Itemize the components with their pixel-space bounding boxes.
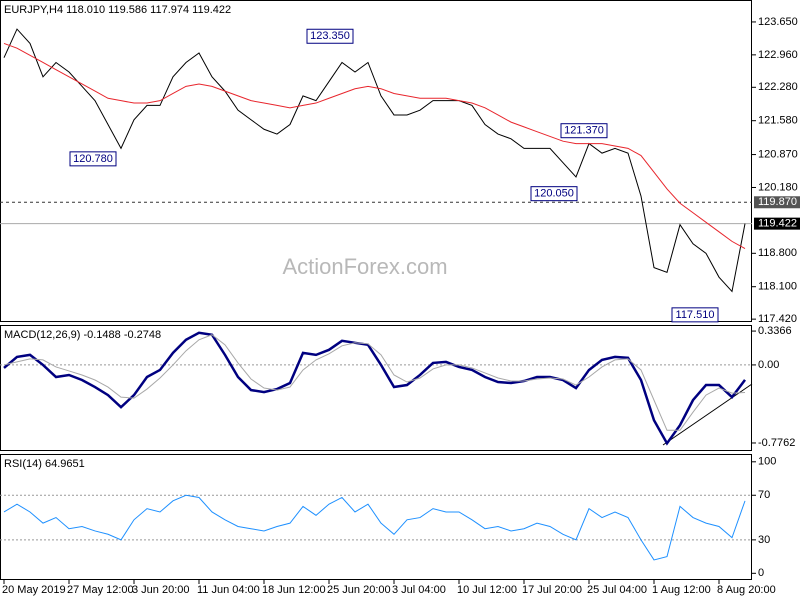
annotation-label: 120.780 — [73, 153, 113, 165]
panel-frame — [0, 454, 752, 580]
annotation-box — [560, 123, 608, 139]
annotation-label: 120.050 — [534, 188, 574, 200]
y-tick-label: 100 — [758, 456, 776, 468]
y-tick-label: 122.960 — [758, 49, 798, 61]
y-tick-label: 120.870 — [758, 148, 798, 160]
price-label: 119.422 — [758, 218, 797, 230]
x-tick-label: 3 Jun 20:00 — [132, 584, 190, 596]
y-tick-label: 0.00 — [758, 359, 779, 371]
x-tick-label: 20 May 2019 — [2, 584, 66, 596]
x-tick-label: 1 Aug 12:00 — [652, 584, 711, 596]
annotation-box — [306, 28, 354, 44]
series-line — [3, 42, 746, 249]
y-tick-label: 123.650 — [758, 16, 798, 28]
x-tick-label: 25 Jul 04:00 — [587, 584, 647, 596]
panel-frame — [0, 325, 752, 451]
annotation-box — [671, 307, 719, 323]
x-tick-label: 3 Jul 04:00 — [392, 584, 446, 596]
series-line — [3, 494, 746, 561]
series-line — [3, 28, 746, 293]
panel-title: RSI(14) 64.9651 — [4, 458, 85, 470]
annotation-label: 123.350 — [310, 30, 350, 42]
y-tick-label: 117.420 — [758, 313, 797, 325]
x-tick-label: 18 Jun 12:00 — [262, 584, 326, 596]
series-line — [3, 334, 746, 431]
y-tick-label: 0.3366 — [758, 325, 792, 337]
x-tick-label: 27 May 12:00 — [67, 584, 134, 596]
y-tick-label: 118.800 — [758, 247, 797, 259]
x-tick-label: 11 Jun 04:00 — [197, 584, 260, 596]
series-line — [3, 331, 746, 446]
y-tick-label: -0.7762 — [758, 437, 795, 449]
trend-line — [662, 383, 753, 446]
panel-title: EURJPY,H4 118.010 119.586 117.974 119.42… — [4, 4, 231, 16]
y-tick-label: 122.280 — [758, 81, 798, 93]
price-label: 119.870 — [758, 196, 797, 208]
annotation-label: 117.510 — [676, 309, 715, 321]
watermark: ActionForex.com — [282, 254, 447, 279]
y-tick-label: 70 — [758, 489, 770, 501]
y-tick-label: 30 — [758, 534, 770, 546]
y-tick-label: 118.100 — [758, 281, 797, 293]
panel-title: MACD(12,26,9) -0.1488 -0.2748 — [4, 329, 161, 341]
price-box — [754, 217, 800, 230]
annotation-box — [69, 151, 117, 167]
panel-frame — [0, 0, 752, 322]
y-tick-label: 0 — [758, 567, 764, 579]
annotation-label: 121.370 — [564, 125, 604, 137]
x-tick-label: 17 Jul 20:00 — [522, 584, 582, 596]
x-tick-label: 10 Jul 12:00 — [457, 584, 517, 596]
x-tick-label: 8 Aug 20:00 — [717, 584, 776, 596]
x-tick-label: 25 Jun 20:00 — [327, 584, 391, 596]
annotation-box — [530, 186, 578, 202]
y-tick-label: 120.180 — [758, 181, 798, 193]
y-tick-label: 121.580 — [758, 115, 798, 127]
price-box — [754, 196, 800, 209]
